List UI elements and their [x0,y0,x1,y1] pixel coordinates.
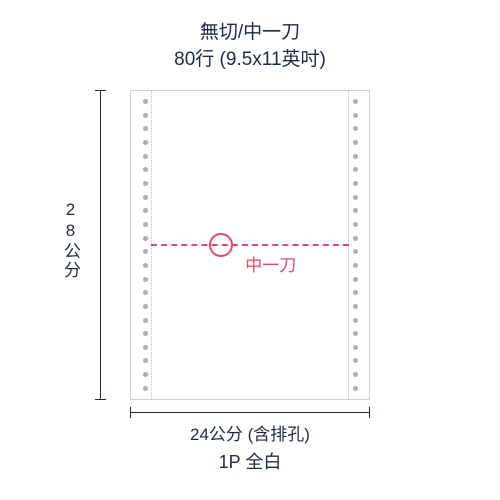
sprocket-hole [353,345,358,350]
fold-indicator-circle [209,233,233,257]
sprocket-hole [353,304,358,309]
sprocket-hole [143,126,148,131]
width-dimension [130,412,370,413]
sprocket-hole [353,236,358,241]
sprocket-hole [143,304,148,309]
sprocket-hole [353,99,358,104]
title-block: 無切/中一刀 80行 (9.5x11英吋) [0,20,500,73]
sprocket-hole [143,318,148,323]
footer-label: 1P 全白 [0,448,500,474]
height-dimension-label: 28公分 [58,200,83,280]
sprocket-hole [353,140,358,145]
height-dimension [100,90,101,400]
sprocket-hole [353,358,358,363]
sprocket-hole [143,167,148,172]
sprocket-hole [143,99,148,104]
sprocket-hole [353,154,358,159]
sprocket-hole [353,208,358,213]
width-dimension-label: 24公分 (含排孔) [0,420,500,445]
sprocket-hole [353,277,358,282]
sprocket-hole [353,263,358,268]
sprocket-hole [353,249,358,254]
sprocket-hole [143,290,148,295]
sprocket-hole [353,167,358,172]
title-line-1: 無切/中一刀 [0,20,500,47]
height-dimension-line [100,90,101,400]
sprocket-hole [353,372,358,377]
fold-line [151,244,349,246]
sprocket-hole [143,195,148,200]
title-line-2: 80行 (9.5x11英吋) [0,47,500,74]
sprocket-hole [353,181,358,186]
sprocket-hole [143,154,148,159]
paper-diagram: 中一刀 [130,90,370,400]
sprocket-hole [143,345,148,350]
sprocket-hole [143,249,148,254]
sprocket-hole [353,318,358,323]
sprocket-hole [353,126,358,131]
sprocket-hole [143,222,148,227]
sprocket-hole [353,386,358,391]
sprocket-hole [143,263,148,268]
sprocket-hole [143,277,148,282]
sprocket-hole [143,236,148,241]
width-dimension-line [130,412,370,413]
sprocket-hole [353,222,358,227]
sprocket-hole [143,140,148,145]
sprocket-hole [353,290,358,295]
sprocket-hole [143,358,148,363]
sprocket-hole [143,208,148,213]
sprocket-hole [143,113,148,118]
sprocket-hole [143,372,148,377]
sprocket-hole [353,113,358,118]
sprocket-hole [143,181,148,186]
sprocket-hole [353,331,358,336]
sprocket-hole [143,386,148,391]
sprocket-hole [143,331,148,336]
fold-label: 中一刀 [245,251,296,276]
sprocket-hole [353,195,358,200]
